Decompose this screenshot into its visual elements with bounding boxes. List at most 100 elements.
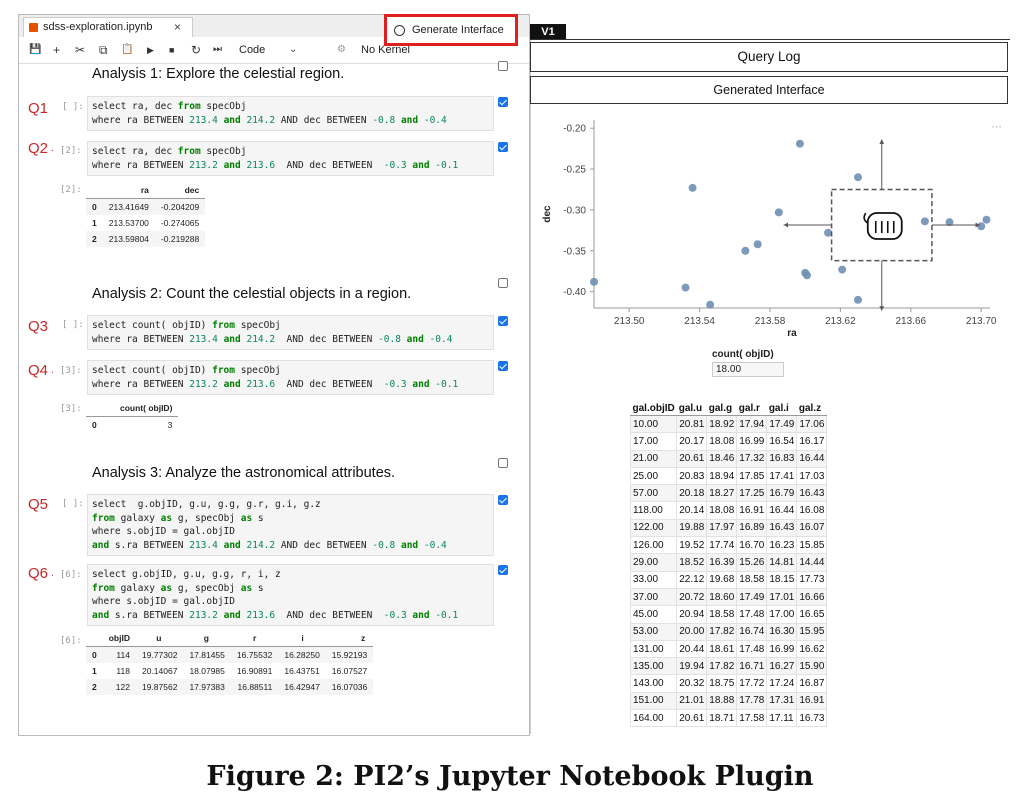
q6-checkbox[interactable] [498,565,508,575]
column-header: gal.r [736,402,767,416]
table-cell: 16.91 [796,691,828,711]
output-prompt: [3]: [60,404,82,414]
table-cell: 17.00 [629,432,678,451]
more-options-icon[interactable]: ⋯ [991,121,1002,133]
table-row: 1 213.53700 -0.274065 [92,218,200,228]
table-cell: 16.27 [766,657,798,676]
code-cell-q4[interactable]: select count( objID) from specObj where … [87,360,494,395]
table-cell: 16.71 [736,657,768,676]
fast-forward-icon[interactable]: ⏭ [213,44,222,55]
copy-icon[interactable]: ⧉ [99,43,108,57]
query-label-q1: Q1 [28,100,48,117]
analysis-3-checkbox[interactable] [498,458,508,468]
table-cell: 17.78 [736,691,768,711]
chevron-down-icon[interactable]: ⌄ [289,44,298,55]
scatter-point [590,277,598,286]
table-cell: 16.43 [766,518,798,538]
paste-icon[interactable]: 📋 [121,44,134,55]
q1-checkbox[interactable] [498,97,508,107]
divider [530,39,1010,40]
table-cell: 18.08 [706,501,738,520]
table-row: 151.00 21.01 18.88 17.78 17.31 16.91 [629,691,828,711]
table-cell: 16.74 [736,622,768,641]
table-row: 37.00 20.72 18.60 17.49 17.01 16.66 [629,587,828,607]
q5-checkbox[interactable] [498,495,508,505]
restart-icon[interactable]: ↻ [191,43,202,57]
column-header: gal.z [796,402,827,416]
q5-label-text: Q5 [28,496,49,513]
table-cell: 16.62 [796,639,828,659]
table-cell: 16.79 [766,484,798,503]
table-row: 0 114 19.77302 17.81455 16.75532 16.28250 15.9… [86,646,374,663]
table-cell: 17.03 [796,466,828,486]
code-cell-q2[interactable]: select ra, dec from specObj where ra BET… [87,141,494,176]
generate-interface-button[interactable]: Generate Interface [384,14,518,46]
table-cell: 16.99 [736,432,768,451]
table-cell: 14.81 [766,553,798,572]
scatter-plot[interactable]: ⋯ -0.20 -0.25 -0.30 -0.35 -0.40 213.50 213.54… [530,108,1010,348]
brush-selection[interactable] [783,139,980,311]
table-row: 17.00 20.17 18.08 16.99 16.54 16.17 [629,432,828,451]
table-cell: 17.94 [736,414,768,434]
q2-checkbox[interactable] [498,142,508,152]
code-cell-q1[interactable]: select ra, dec from specObj where ra BET… [87,96,494,131]
query-label-q3: Q3 [28,318,48,335]
table-cell: 20.61 [676,709,708,728]
code-cell-q5[interactable]: select g.objID, g.u, g.g, g.r, g.i, g.z … [87,494,494,556]
table-cell: 164.00 [629,709,678,728]
q1-label-text: Q1 [28,100,49,117]
column-header: gal.u [676,402,707,416]
kernel-label[interactable]: No Kernel [361,44,410,56]
table-cell: 18.71 [706,709,738,728]
scatter-point [838,265,847,274]
q3-checkbox[interactable] [498,316,508,326]
cell-prompt: [ ]: [62,102,84,112]
table-cell: 22.12 [676,570,708,589]
close-tab-icon[interactable]: × [174,20,182,34]
cut-icon[interactable]: ✂ [75,43,86,57]
column-header: z [325,631,374,647]
x-tick-label: 213.58 [755,316,786,327]
analysis-2-checkbox[interactable] [498,278,508,288]
table-cell: 16.54 [766,432,798,451]
query-log-button[interactable]: Query Log [530,42,1008,72]
grab-hand-icon[interactable] [863,212,903,240]
scatter-point [741,246,750,255]
table-cell: 20.83 [676,466,708,486]
cell-type-select[interactable]: Code [239,44,266,56]
table-cell: 16.17 [796,432,828,451]
table-cell: 18.88 [706,691,738,711]
analysis-1-checkbox[interactable] [498,61,508,71]
y-axis-label: dec [542,205,553,223]
table-cell: 15.85 [796,536,828,555]
stop-icon[interactable]: ■ [169,45,175,55]
x-tick-label: 213.50 [614,316,645,327]
add-cell-icon[interactable]: + [53,43,61,57]
table-cell: 16.23 [766,536,798,555]
output-prompt: [6]: [60,636,82,646]
hand-palm [866,212,903,240]
generated-interface-button[interactable]: Generated Interface [530,76,1008,104]
table-cell: 18.92 [706,414,738,434]
table-cell: 18.27 [706,484,738,503]
cell-prompt: [2]: [60,146,82,156]
table-cell: 14.44 [796,553,828,572]
save-icon[interactable]: 💾 [29,44,42,55]
code-cell-q3[interactable]: select count( objID) from specObj where … [87,315,494,350]
generate-interface-label: Generate Interface [412,24,504,36]
column-header: r [230,631,279,647]
q2-label-text: Q2 [28,140,49,157]
scatter-point [681,283,690,292]
table-cell: 19.68 [706,570,738,589]
count-value: 18.00 [712,362,784,377]
table-cell: 18.58 [706,605,738,624]
table-cell: 15.26 [736,553,768,572]
table-cell: 53.00 [629,622,678,641]
table-cell: 19.94 [676,657,708,676]
code-cell-q6[interactable]: select g.objID, g.u, g.g, r, i, z from g… [87,564,494,626]
table-cell: 16.30 [766,622,798,641]
notebook-tab[interactable]: sdss-exploration.ipynb × [23,17,193,37]
cell-prompt: [ ]: [62,320,84,330]
run-icon[interactable]: ▶ [147,45,154,55]
q4-checkbox[interactable] [498,361,508,371]
